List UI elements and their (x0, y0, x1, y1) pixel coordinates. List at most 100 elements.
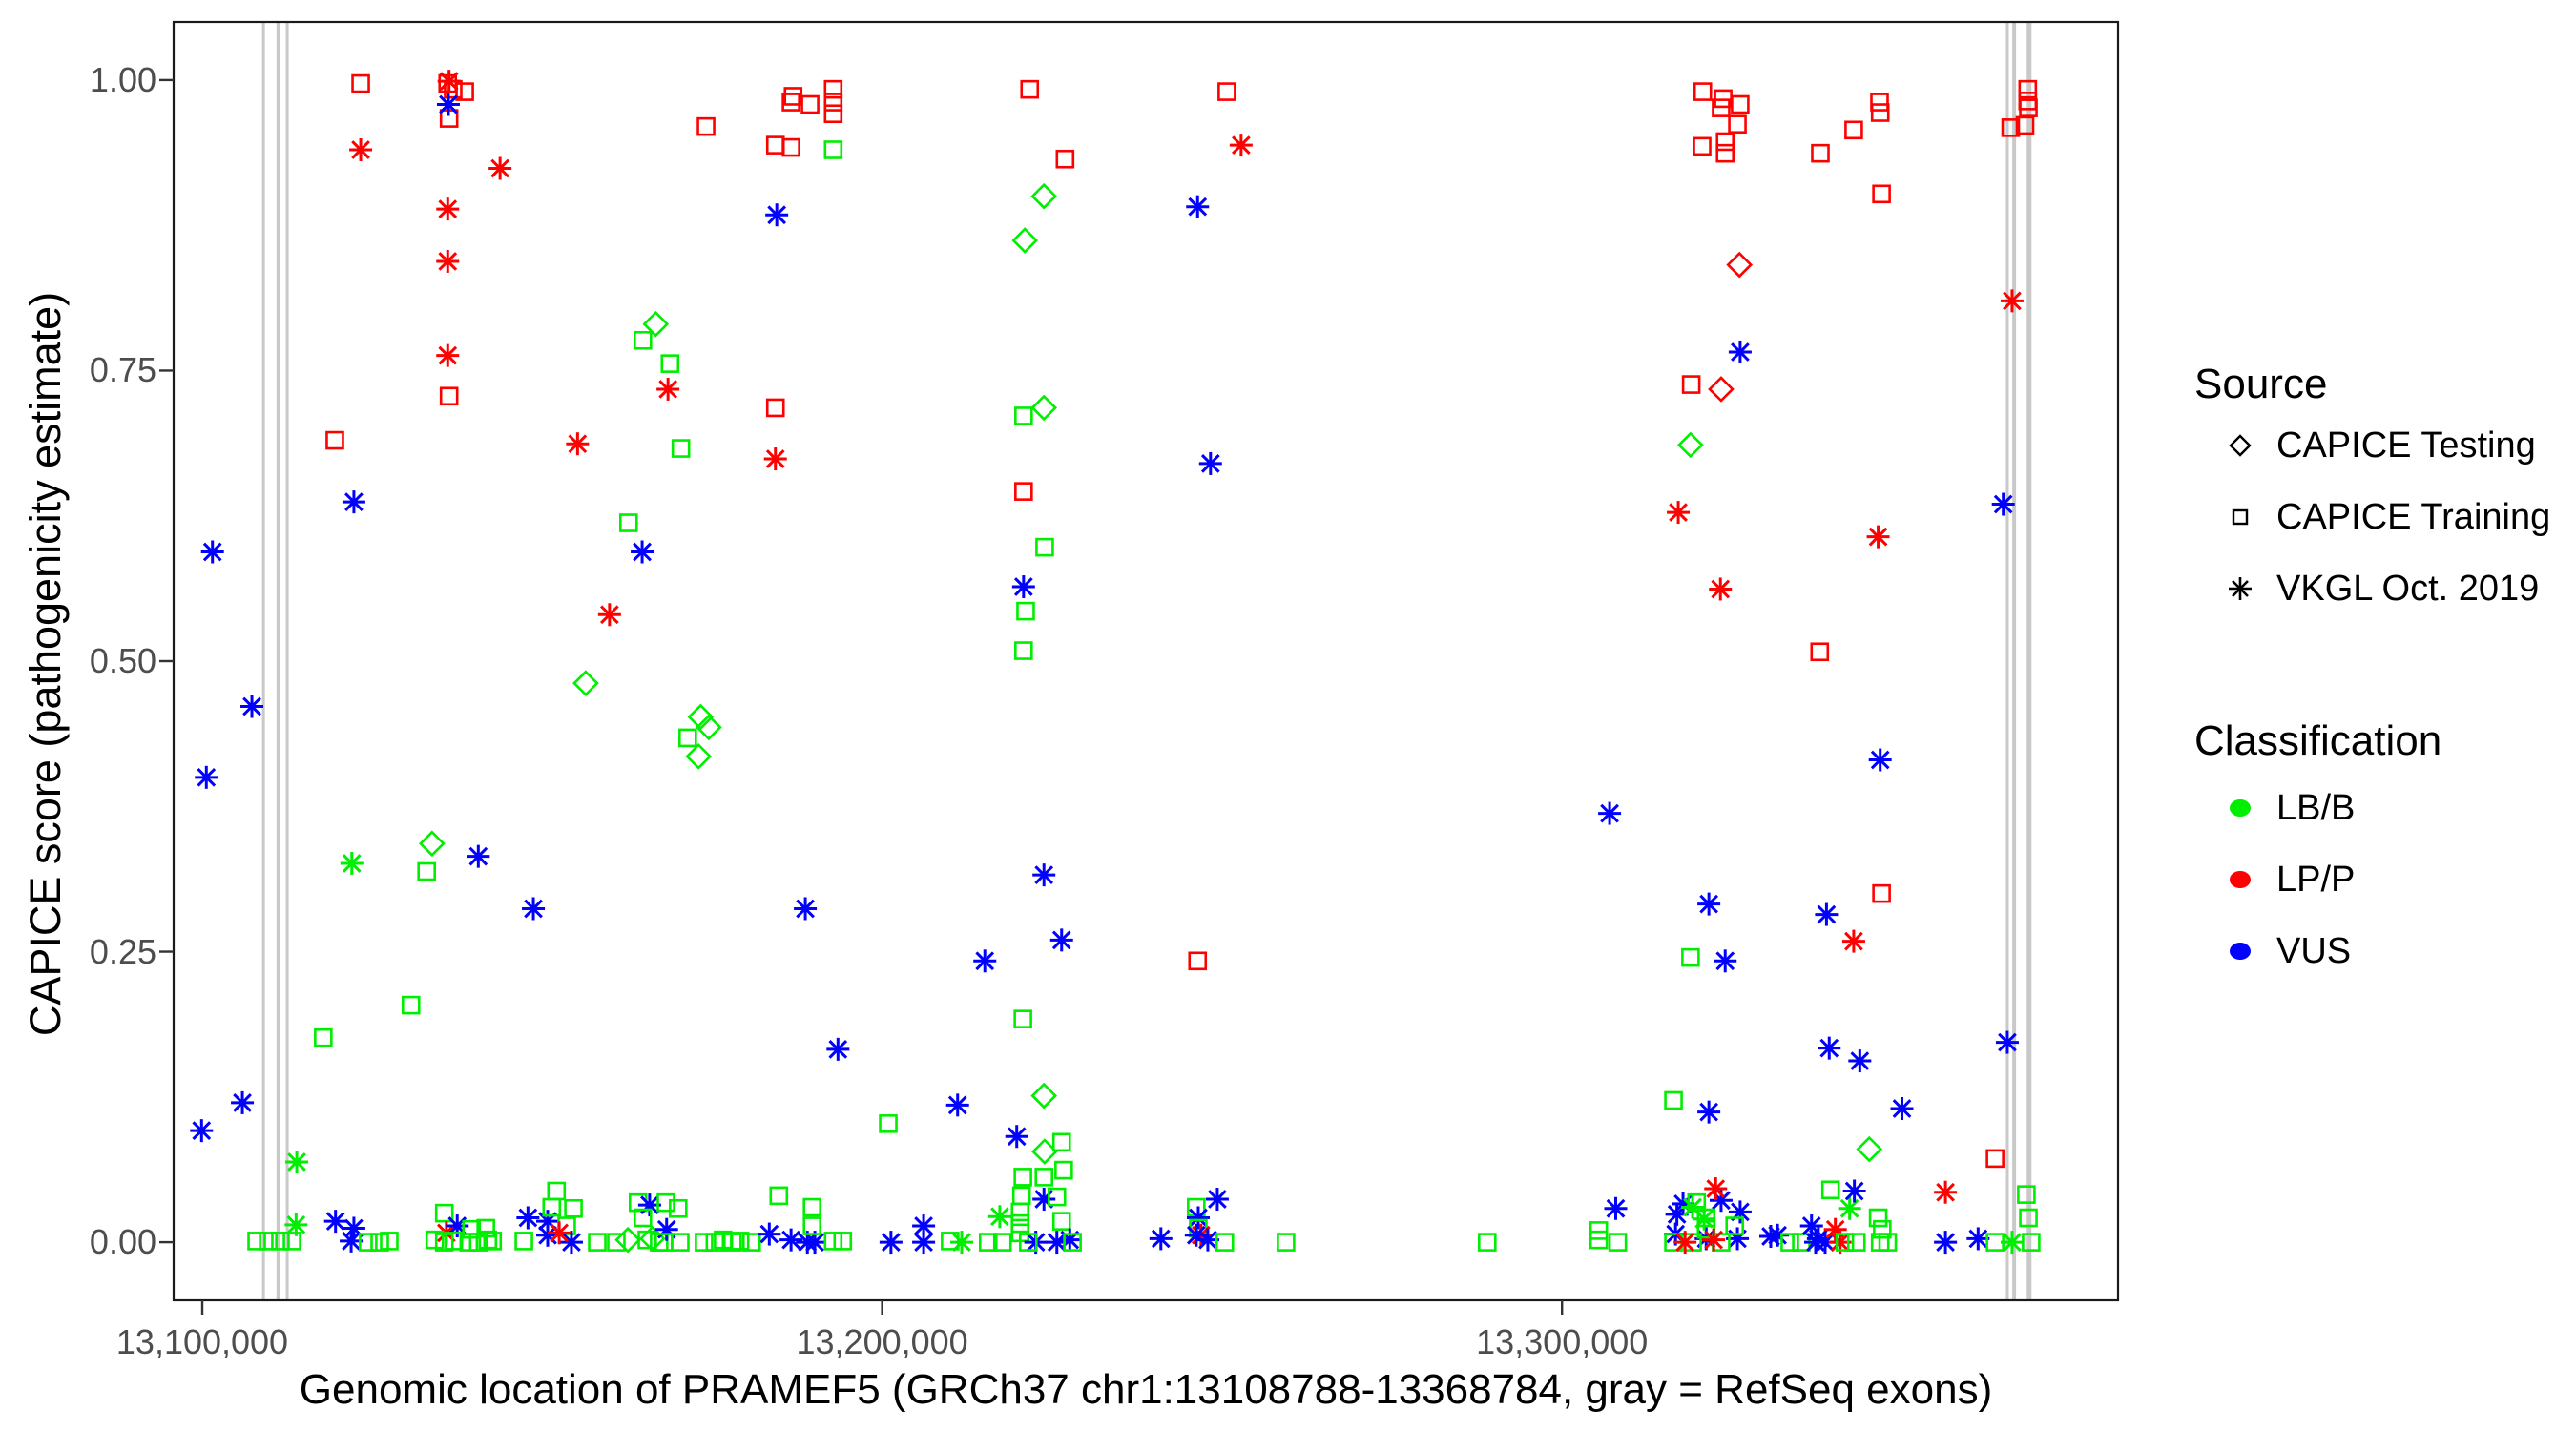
asterisk-arm (568, 434, 588, 454)
data-point-square (695, 1233, 714, 1252)
data-point-diamond (1011, 227, 1039, 254)
data-point-square (1035, 537, 1054, 557)
green-dot-icon (2213, 792, 2267, 824)
data-point-square (669, 1198, 688, 1218)
asterisk-arm (1600, 803, 1619, 823)
asterisk-arm (1704, 1230, 1723, 1250)
data-point-square (468, 1233, 488, 1252)
data-point-asterisk (1673, 1231, 1697, 1255)
data-point-square (444, 1232, 464, 1251)
data-point-square (1051, 1132, 1071, 1152)
asterisk-arm (1007, 1127, 1027, 1147)
data-point-asterisk (340, 851, 364, 875)
data-point-asterisk (1890, 1097, 1914, 1120)
data-point-square (781, 137, 800, 157)
data-point-square (1681, 375, 1701, 394)
data-point-asterisk (1032, 863, 1056, 887)
data-point-square (282, 1232, 301, 1251)
data-point-square (1696, 1208, 1716, 1228)
asterisk-arm (1844, 931, 1863, 951)
asterisk-arm (1198, 1230, 1217, 1250)
data-point-asterisk (522, 897, 546, 921)
data-point-square (879, 1114, 898, 1133)
legend-item-label: LP/P (2276, 859, 2356, 900)
data-point-square (1014, 482, 1033, 501)
data-point-square (671, 439, 691, 458)
data-point-asterisk (1702, 1228, 1726, 1252)
data-point-square (1016, 601, 1035, 621)
data-point-square (434, 1233, 454, 1252)
data-point-diamond (614, 1226, 641, 1254)
data-point-diamond (696, 714, 722, 741)
data-point-square (781, 93, 800, 112)
data-point-square (823, 104, 843, 124)
data-point-asterisk (285, 1151, 309, 1174)
data-point-square (619, 513, 638, 532)
data-point-square (1985, 1149, 2005, 1169)
asterisk-arm (438, 199, 458, 218)
data-point-asterisk (654, 1217, 678, 1241)
data-point-square (800, 94, 820, 114)
asterisk-arm (1606, 1198, 1626, 1218)
asterisk-arm (1189, 1208, 1208, 1228)
asterisk-arm (1699, 1102, 1718, 1122)
data-point-square (1019, 1233, 1038, 1252)
data-point-square (1693, 82, 1713, 101)
data-point-square (380, 1232, 399, 1251)
asterisk-arm (524, 899, 543, 919)
data-point-square (1725, 1216, 1745, 1235)
data-point-square (1217, 82, 1236, 101)
data-point-asterisk (1848, 1049, 1872, 1073)
data-point-asterisk (763, 447, 787, 471)
data-point-square (351, 73, 370, 93)
data-point-square (1870, 93, 1889, 112)
asterisk-arm (952, 1233, 971, 1252)
data-point-asterisk (656, 377, 680, 401)
data-point-square (730, 1232, 750, 1251)
asterisk-arm (1993, 494, 2013, 514)
data-point-diamond (642, 310, 670, 338)
asterisk-arm (1936, 1182, 1955, 1202)
data-point-asterisk (1667, 501, 1691, 525)
data-point-square (1010, 1202, 1030, 1222)
asterisk-arm (1768, 1225, 1787, 1245)
data-point-diamond (1677, 431, 1704, 459)
data-point-asterisk (342, 490, 365, 514)
data-point-square (1664, 1090, 1683, 1110)
data-point-square (455, 82, 474, 101)
data-point-square (434, 1203, 454, 1223)
y-tick-label: 0.75 (89, 350, 156, 390)
data-point-asterisk (195, 765, 218, 789)
blue-dot-icon (2213, 935, 2267, 967)
asterisk-arm (947, 1095, 967, 1115)
data-point-diamond (1856, 1135, 1883, 1163)
data-point-square (462, 1219, 482, 1239)
y-tick-label: 0.25 (89, 931, 156, 971)
legend-item-label: VUS (2276, 930, 2352, 971)
data-point-asterisk (559, 1231, 583, 1255)
data-point-asterisk (1966, 1227, 1990, 1251)
asterisk-arm (1047, 1233, 1067, 1252)
data-point-asterisk (1804, 1231, 1828, 1255)
data-point-square (1013, 1009, 1032, 1028)
legend-item-vkgl: VKGL Oct. 2019 (2213, 553, 2539, 624)
data-point-square (660, 354, 680, 373)
data-point-square (483, 1232, 503, 1251)
x-axis-title: Genomic location of PRAMEF5 (GRCh37 chr1… (299, 1366, 1993, 1413)
asterisk-arm (781, 1230, 800, 1250)
data-point-asterisk (1838, 1196, 1861, 1220)
data-point-square (1844, 120, 1863, 140)
asterisk-arm (1806, 1233, 1825, 1252)
asterisk-arm (344, 1218, 364, 1238)
data-point-asterisk (1149, 1227, 1173, 1251)
asterisk-arm (1892, 1099, 1912, 1118)
data-point-square (1868, 1208, 1888, 1228)
data-point-square (588, 1233, 607, 1252)
data-point-square (769, 1186, 789, 1206)
legend-item-label: CAPICE Training (2276, 496, 2551, 537)
data-point-asterisk (1841, 929, 1865, 953)
legend-source-title: Source (2194, 361, 2328, 407)
data-point-asterisk (1991, 492, 2015, 516)
asterisk-arm (1968, 1229, 1988, 1249)
